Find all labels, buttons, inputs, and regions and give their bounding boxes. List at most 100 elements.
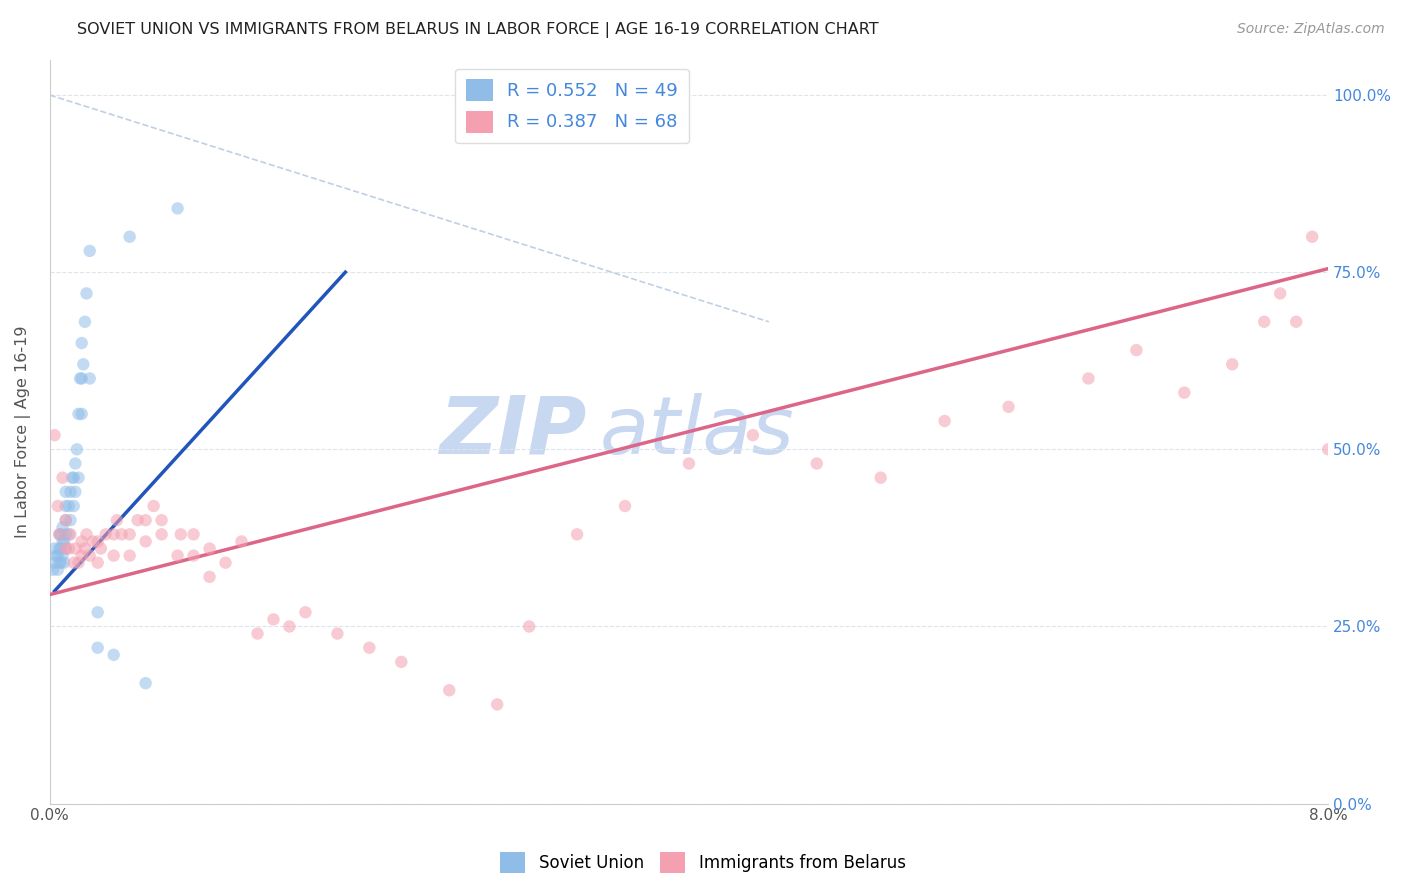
- Point: [517, 619, 540, 633]
- Point: [73, 541, 96, 556]
- Point: [231, 534, 253, 549]
- Point: [45, 549, 67, 563]
- Point: [58, 541, 80, 556]
- Point: [166, 549, 188, 563]
- Point: [118, 229, 141, 244]
- Text: atlas: atlas: [599, 392, 794, 471]
- Point: [150, 527, 173, 541]
- Point: [49, 556, 72, 570]
- Point: [806, 457, 828, 471]
- Point: [76, 527, 98, 541]
- Point: [62, 471, 84, 485]
- Point: [79, 371, 101, 385]
- Point: [59, 513, 82, 527]
- Point: [70, 407, 93, 421]
- Point: [142, 499, 165, 513]
- Point: [65, 484, 87, 499]
- Point: [135, 513, 157, 527]
- Point: [58, 527, 80, 541]
- Point: [934, 414, 956, 428]
- Point: [135, 676, 157, 690]
- Legend: Soviet Union, Immigrants from Belarus: Soviet Union, Immigrants from Belarus: [494, 846, 912, 880]
- Point: [486, 698, 509, 712]
- Point: [389, 655, 412, 669]
- Point: [49, 541, 72, 556]
- Point: [103, 549, 125, 563]
- Point: [1270, 286, 1292, 301]
- Point: [55, 484, 77, 499]
- Point: [150, 513, 173, 527]
- Point: [55, 541, 77, 556]
- Point: [58, 499, 80, 513]
- Point: [103, 527, 125, 541]
- Point: [1220, 357, 1243, 371]
- Point: [439, 683, 461, 698]
- Y-axis label: In Labor Force | Age 16-19: In Labor Force | Age 16-19: [15, 326, 31, 538]
- Point: [53, 556, 76, 570]
- Point: [90, 541, 112, 556]
- Point: [62, 556, 84, 570]
- Point: [94, 527, 117, 541]
- Point: [67, 556, 90, 570]
- Point: [214, 556, 236, 570]
- Point: [44, 556, 66, 570]
- Point: [86, 556, 108, 570]
- Legend: R = 0.552   N = 49, R = 0.387   N = 68: R = 0.552 N = 49, R = 0.387 N = 68: [456, 69, 689, 144]
- Point: [1301, 229, 1323, 244]
- Point: [1285, 315, 1308, 329]
- Point: [198, 570, 221, 584]
- Point: [183, 527, 205, 541]
- Point: [66, 442, 89, 457]
- Point: [678, 457, 700, 471]
- Point: [44, 428, 66, 442]
- Point: [82, 534, 104, 549]
- Point: [65, 457, 87, 471]
- Point: [118, 527, 141, 541]
- Point: [997, 400, 1019, 414]
- Point: [55, 541, 77, 556]
- Point: [55, 513, 77, 527]
- Point: [60, 471, 83, 485]
- Point: [1125, 343, 1147, 358]
- Point: [86, 534, 108, 549]
- Point: [51, 534, 73, 549]
- Point: [246, 626, 269, 640]
- Point: [135, 534, 157, 549]
- Point: [127, 513, 149, 527]
- Point: [55, 499, 77, 513]
- Point: [741, 428, 763, 442]
- Point: [67, 407, 90, 421]
- Text: SOVIET UNION VS IMMIGRANTS FROM BELARUS IN LABOR FORCE | AGE 16-19 CORRELATION C: SOVIET UNION VS IMMIGRANTS FROM BELARUS …: [77, 22, 879, 38]
- Point: [118, 549, 141, 563]
- Point: [170, 527, 193, 541]
- Point: [72, 357, 94, 371]
- Point: [76, 286, 98, 301]
- Point: [1253, 315, 1275, 329]
- Point: [49, 527, 72, 541]
- Point: [69, 371, 91, 385]
- Point: [166, 202, 188, 216]
- Point: [59, 527, 82, 541]
- Point: [70, 336, 93, 351]
- Point: [44, 541, 66, 556]
- Point: [48, 541, 70, 556]
- Point: [62, 499, 84, 513]
- Point: [359, 640, 381, 655]
- Point: [51, 549, 73, 563]
- Point: [70, 549, 93, 563]
- Point: [1173, 385, 1195, 400]
- Point: [42, 563, 65, 577]
- Point: [86, 605, 108, 619]
- Point: [51, 520, 73, 534]
- Point: [198, 541, 221, 556]
- Point: [869, 471, 891, 485]
- Point: [48, 527, 70, 541]
- Point: [294, 605, 316, 619]
- Point: [70, 371, 93, 385]
- Point: [1317, 442, 1340, 457]
- Point: [48, 556, 70, 570]
- Text: Source: ZipAtlas.com: Source: ZipAtlas.com: [1237, 22, 1385, 37]
- Point: [263, 612, 285, 626]
- Point: [105, 513, 128, 527]
- Point: [46, 563, 69, 577]
